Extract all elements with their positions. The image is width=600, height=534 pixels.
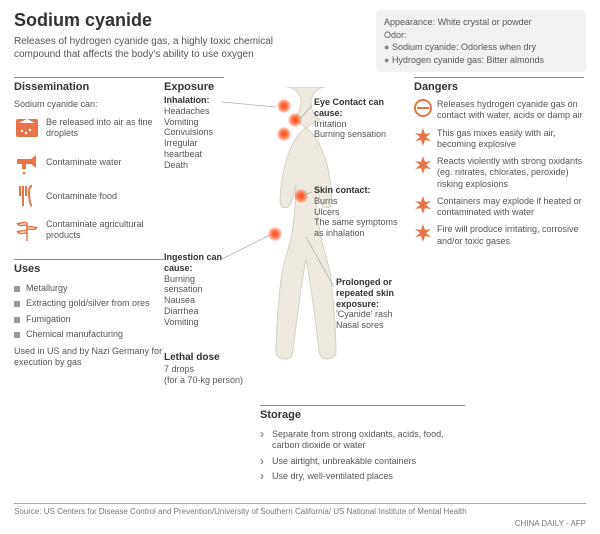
no-entry-icon bbox=[414, 99, 432, 117]
hotspot-head bbox=[277, 99, 291, 113]
odor2-value: Bitter almonds bbox=[487, 55, 545, 65]
burst-icon bbox=[414, 224, 432, 242]
danger-item: Releases hydrogen cyanide gas on contact… bbox=[414, 99, 584, 122]
burst-icon bbox=[414, 128, 432, 146]
dissemination-item: Contaminate agricultural products bbox=[14, 217, 164, 243]
dissemination-intro: Sodium cyanide can: bbox=[14, 99, 164, 109]
hotspot-eye bbox=[288, 113, 302, 127]
hotspot-mouth bbox=[277, 127, 291, 141]
exposure-heading: Exposure bbox=[164, 77, 224, 93]
storage-list: Separate from strong oxidants, acids, fo… bbox=[260, 427, 465, 484]
appearance-label: Appearance: bbox=[384, 17, 435, 27]
appearance-odor-box: Appearance: White crystal or powder Odor… bbox=[376, 10, 586, 72]
dissemination-text: Be released into air as fine droplets bbox=[46, 117, 164, 139]
list-item: Chemical manufacturing bbox=[14, 327, 164, 342]
exposure-ingestion: Ingestion can cause: Burning sensation N… bbox=[164, 252, 224, 328]
list-item: Metallurgy bbox=[14, 281, 164, 296]
dissemination-item: Be released into air as fine droplets bbox=[14, 115, 164, 141]
danger-item: This gas mixes easily with air, becoming… bbox=[414, 128, 584, 151]
agriculture-icon bbox=[14, 217, 40, 243]
exposure-inhalation: Inhalation: Headaches Vomiting Convulsio… bbox=[164, 95, 224, 171]
burst-icon bbox=[414, 156, 432, 174]
exposure-prolonged: Prolonged or repeated skin exposure: 'Cy… bbox=[336, 277, 408, 331]
odor1-name: Sodium cyanide: bbox=[392, 42, 459, 52]
storage-heading: Storage bbox=[260, 405, 465, 421]
dissemination-text: Contaminate food bbox=[46, 191, 117, 202]
food-icon bbox=[14, 183, 40, 209]
list-item: Separate from strong oxidants, acids, fo… bbox=[260, 427, 465, 454]
danger-text: This gas mixes easily with air, becoming… bbox=[437, 128, 584, 151]
exposure-lethal: Lethal dose 7 drops (for a 70-kg person) bbox=[164, 352, 264, 386]
list-item: Extracting gold/silver from ores bbox=[14, 296, 164, 311]
page-subtitle: Releases of hydrogen cyanide gas, a high… bbox=[14, 35, 294, 61]
hotspot-skin bbox=[294, 189, 308, 203]
list-item: Fumigation bbox=[14, 312, 164, 327]
danger-text: Fire will produce irritating, corrosive … bbox=[437, 224, 584, 247]
exposure-eye: Eye Contact can cause: Irritation Burnin… bbox=[314, 97, 404, 140]
danger-text: Releases hydrogen cyanide gas on contact… bbox=[437, 99, 584, 122]
list-item: Use dry, well-ventilated places bbox=[260, 469, 465, 484]
danger-text: Containers may explode if heated or cont… bbox=[437, 196, 584, 219]
odor-label: Odor: bbox=[384, 29, 578, 42]
danger-item: Reacts violently with strong oxidants (e… bbox=[414, 156, 584, 190]
air-droplets-icon bbox=[14, 115, 40, 141]
list-item: Use airtight, unbreakable containers bbox=[260, 454, 465, 469]
dissemination-text: Contaminate water bbox=[46, 157, 122, 168]
danger-text: Reacts violently with strong oxidants (e… bbox=[437, 156, 584, 190]
appearance-value: White crystal or powder bbox=[438, 17, 532, 27]
dissemination-item: Contaminate food bbox=[14, 183, 164, 209]
dissemination-item: Contaminate water bbox=[14, 149, 164, 175]
burst-icon bbox=[414, 196, 432, 214]
dissemination-text: Contaminate agricultural products bbox=[46, 219, 164, 241]
credit-line: CHINA DAILY - AFP bbox=[515, 519, 586, 528]
uses-heading: Uses bbox=[14, 259, 164, 275]
dissemination-heading: Dissemination bbox=[14, 77, 164, 93]
danger-item: Containers may explode if heated or cont… bbox=[414, 196, 584, 219]
uses-note: Used in US and by Nazi Germany for execu… bbox=[14, 346, 164, 369]
hotspot-stomach bbox=[268, 227, 282, 241]
source-line: Source: US Centers for Disease Control a… bbox=[14, 503, 586, 516]
danger-item: Fire will produce irritating, corrosive … bbox=[414, 224, 584, 247]
odor1-value: Odorless when dry bbox=[461, 42, 536, 52]
dangers-heading: Dangers bbox=[414, 77, 584, 93]
odor2-name: Hydrogen cyanide gas: bbox=[392, 55, 484, 65]
exposure-skin: Skin contact: Burns Ulcers The same symp… bbox=[314, 185, 409, 239]
storage-section: Storage Separate from strong oxidants, a… bbox=[260, 405, 465, 484]
water-tap-icon bbox=[14, 149, 40, 175]
uses-list: Metallurgy Extracting gold/silver from o… bbox=[14, 281, 164, 342]
